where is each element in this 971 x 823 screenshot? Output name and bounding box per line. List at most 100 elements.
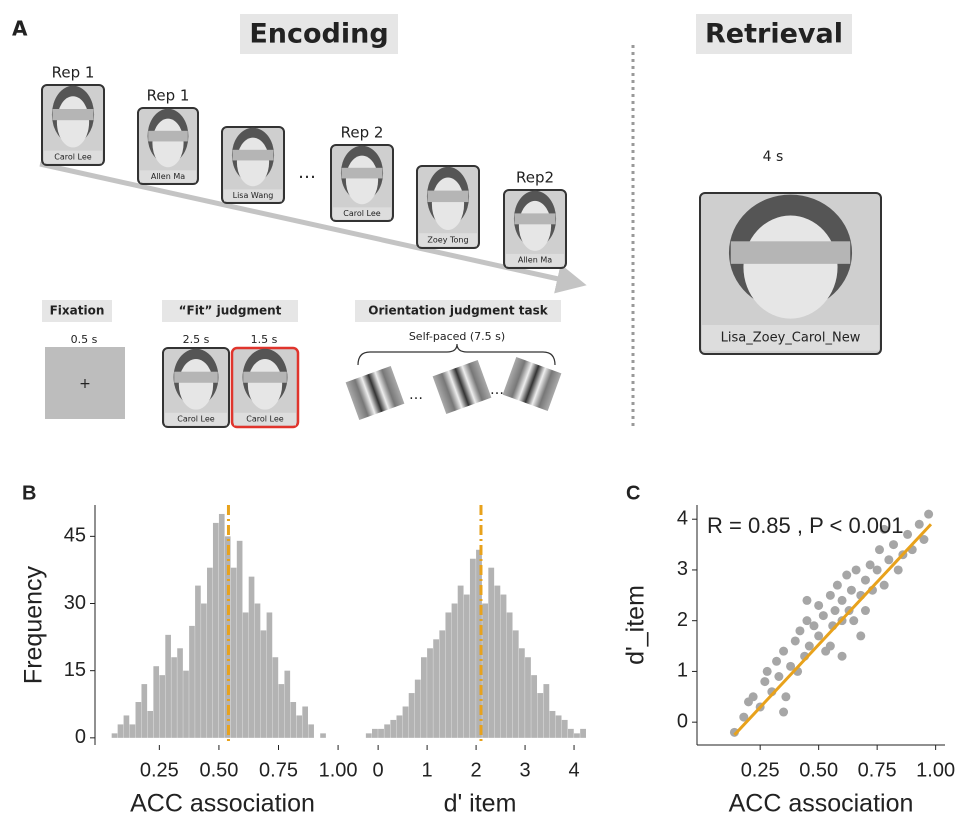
point [879,580,889,590]
bar [266,612,273,738]
point [781,692,791,702]
orientation-title: Orientation judgment task [368,304,548,318]
point [914,519,924,529]
bar [129,724,136,738]
eye-mask [341,167,383,179]
x-tick-label: 1.00 [916,759,955,781]
point [774,672,784,682]
x-tick-label: 0.75 [259,759,298,781]
bar [320,733,326,738]
rep-label: Rep 1 [147,87,190,105]
name-band [419,233,477,247]
point [802,616,812,626]
retrieval-title: Retrieval [705,19,843,50]
bar [278,684,285,738]
face [236,137,270,187]
point [837,595,847,605]
bar [230,567,237,738]
bar [531,675,538,738]
bar [224,536,231,738]
point [889,540,899,550]
fixation-screen [45,347,125,419]
x-tick-label: 2 [471,759,482,781]
gabor [345,365,405,421]
bar [543,684,550,738]
face-name: Lisa_Zoey_Carol_New [721,330,861,345]
y-axis-title: d'_item [622,585,650,665]
face-name: Carol Lee [54,153,92,162]
rep-label: Rep 2 [341,124,384,142]
bar [396,715,403,738]
bar [451,603,458,738]
bar [420,657,427,738]
x-tick-label: 0.25 [140,759,179,781]
brace [357,343,556,366]
bar [111,733,118,738]
bar [260,630,267,738]
title-box [240,14,398,54]
gabor [502,356,562,412]
fit-line [733,523,933,736]
face-name: Zoey Tong [427,235,468,244]
eye-mask [148,130,188,142]
face-name: Lisa Wang [233,191,274,200]
eye-mask [243,371,287,383]
point [795,626,805,636]
point [818,611,828,621]
label-box [42,300,112,322]
bar [308,724,314,738]
ellipsis: … [409,387,423,403]
name-band [702,325,879,351]
bar [567,728,574,738]
point [802,595,812,605]
bar [500,594,507,738]
x-tick-label: 3 [519,759,530,781]
gabor [432,359,492,415]
point [874,545,884,555]
point [830,606,840,616]
bar [159,675,166,738]
bar [580,728,586,738]
bar [439,630,446,738]
point [814,600,824,610]
ellipsis: … [298,162,316,183]
bar [212,522,219,738]
point [786,661,796,671]
face [56,96,90,148]
bar [574,733,580,738]
face-name: Allen Ma [518,256,552,265]
point [748,692,758,702]
bar [135,702,142,738]
bar [433,639,440,738]
bar [195,585,201,738]
bar [408,693,415,738]
bar [171,657,177,738]
bar [414,679,421,738]
eye-mask [427,190,469,203]
fixation-duration: 0.5 s [71,333,98,346]
x-tick-label: 1.00 [319,759,358,781]
face [431,177,465,230]
point [825,641,835,651]
bar [365,733,372,738]
point [790,636,800,646]
point [779,707,789,717]
x-tick-label: 1 [422,759,433,781]
bar [469,558,476,738]
bar [378,728,384,738]
face [743,215,838,319]
bar [248,576,255,738]
bar [555,715,562,738]
bar [207,567,213,738]
bar [445,612,452,738]
point [846,585,856,595]
bar [402,706,409,738]
encoding-title: Encoding [249,19,388,50]
name-band [224,189,282,202]
x-axis-title: ACC association [729,790,914,818]
eye-mask [52,109,94,121]
label-box [162,300,298,322]
bar [561,719,568,738]
